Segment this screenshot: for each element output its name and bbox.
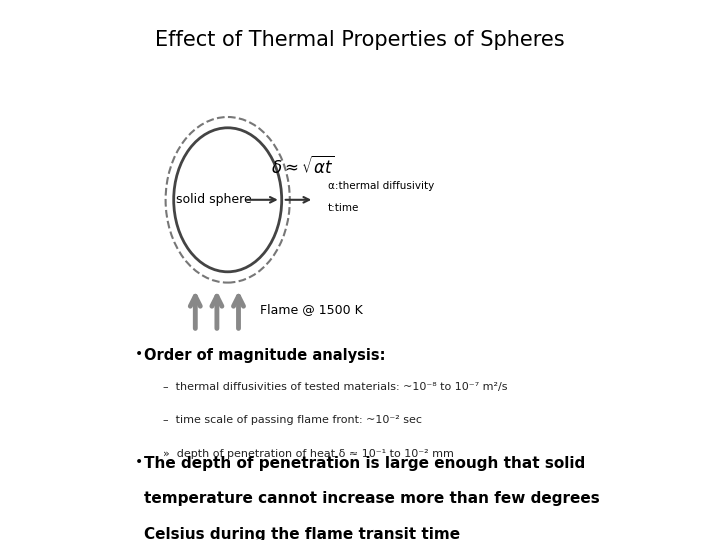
Text: temperature cannot increase more than few degrees: temperature cannot increase more than fe… <box>144 491 600 507</box>
Text: –  thermal diffusivities of tested materials: ~10⁻⁸ to 10⁻⁷ m²/s: – thermal diffusivities of tested materi… <box>163 382 508 392</box>
Text: The depth of penetration is large enough that solid: The depth of penetration is large enough… <box>144 456 585 471</box>
Text: Flame @ 1500 K: Flame @ 1500 K <box>260 303 363 316</box>
Text: Celsius during the flame transit time: Celsius during the flame transit time <box>144 526 460 540</box>
Text: $\delta \approx \sqrt{\alpha t}$: $\delta \approx \sqrt{\alpha t}$ <box>271 156 336 178</box>
Text: t:time: t:time <box>328 203 359 213</box>
Text: •: • <box>135 347 143 361</box>
Text: •: • <box>135 455 143 469</box>
Text: Effect of Thermal Properties of Spheres: Effect of Thermal Properties of Spheres <box>156 30 564 50</box>
Text: »  depth of penetration of heat δ ≈ 10⁻¹ to 10⁻² mm: » depth of penetration of heat δ ≈ 10⁻¹ … <box>163 449 454 459</box>
Text: –  time scale of passing flame front: ~10⁻² sec: – time scale of passing flame front: ~10… <box>163 415 422 426</box>
Text: α:thermal diffusivity: α:thermal diffusivity <box>328 181 434 191</box>
Text: solid sphere: solid sphere <box>176 193 252 206</box>
Text: Order of magnitude analysis:: Order of magnitude analysis: <box>144 348 385 363</box>
